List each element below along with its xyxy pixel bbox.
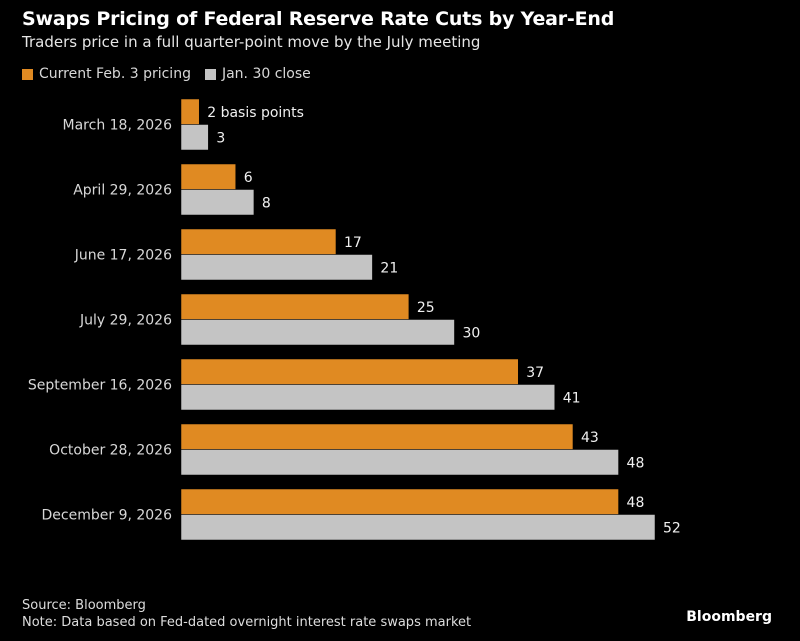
bar-current: [180, 98, 200, 125]
data-label: 30: [462, 325, 480, 341]
bar-jan30: [180, 514, 656, 541]
bar-jan30: [180, 124, 209, 151]
bar-current: [180, 423, 574, 450]
data-label: 2 basis points: [207, 105, 304, 121]
legend-label: Current Feb. 3 pricing: [39, 66, 191, 82]
category-label: June 17, 2026: [74, 248, 172, 264]
bar-jan30: [180, 384, 555, 411]
data-label: 41: [563, 390, 581, 406]
data-label: 25: [417, 300, 435, 316]
category-label: October 28, 2026: [49, 443, 172, 459]
data-label: 43: [581, 430, 599, 446]
data-label: 52: [663, 520, 681, 536]
bar-jan30: [180, 254, 373, 281]
bar-jan30: [180, 319, 455, 346]
note-text: Note: Data based on Fed-dated overnight …: [22, 615, 472, 630]
data-label: 48: [627, 455, 645, 471]
category-label: March 18, 2026: [63, 118, 173, 134]
bar-jan30: [180, 449, 619, 476]
category-label: September 16, 2026: [28, 378, 172, 394]
bar-jan30: [180, 189, 255, 216]
bloomberg-logo: Bloomberg: [686, 609, 772, 625]
data-label: 8: [262, 195, 271, 211]
legend-item-jan30: Jan. 30 close: [204, 66, 311, 82]
source-note: Source: Bloomberg Note: Data based on Fe…: [22, 597, 471, 631]
legend: Current Feb. 3 pricing Jan. 30 close: [22, 66, 311, 82]
data-label: 37: [526, 365, 544, 381]
bar-current: [180, 358, 519, 385]
bar-current: [180, 488, 619, 515]
legend-item-current: Current Feb. 3 pricing: [22, 66, 191, 82]
data-label: 21: [380, 260, 398, 276]
category-label: April 29, 2026: [73, 183, 172, 199]
source-text: Source: Bloomberg: [22, 598, 146, 613]
legend-swatch-orange: [22, 68, 33, 80]
chart-subtitle: Traders price in a full quarter-point mo…: [22, 33, 481, 51]
category-label: December 9, 2026: [42, 508, 173, 524]
bar-current: [180, 228, 337, 255]
data-label: 6: [244, 170, 253, 186]
bar-current: [180, 293, 410, 320]
data-label: 3: [216, 130, 225, 146]
bar-current: [180, 163, 236, 190]
legend-label: Jan. 30 close: [221, 66, 311, 82]
data-label: 48: [627, 495, 645, 511]
category-label: July 29, 2026: [79, 313, 172, 329]
chart-title: Swaps Pricing of Federal Reserve Rate Cu…: [22, 8, 615, 30]
legend-swatch-gray: [204, 68, 216, 80]
data-label: 17: [344, 235, 362, 251]
